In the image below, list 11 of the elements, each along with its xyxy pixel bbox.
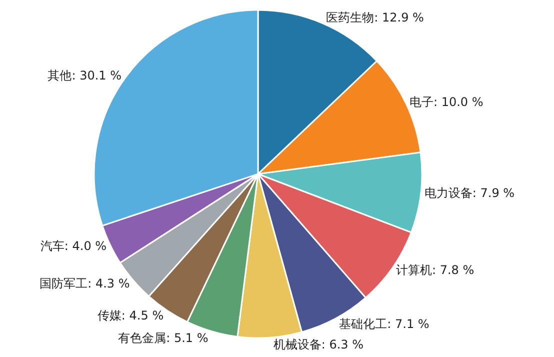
slice-label: 汽车: 4.0 % [40,239,107,254]
slice-label: 医药生物: 12.9 % [326,10,424,24]
slice-label: 传媒: 4.5 % [97,308,164,322]
slice-label: 其他: 30.1 % [48,68,122,83]
slice-label: 电力设备: 7.9 % [424,186,515,200]
slice-label: 有色金属: 5.1 % [118,330,208,345]
slice-label: 基础化工: 7.1 % [339,316,430,331]
slice-label: 计算机: 7.8 % [396,263,474,278]
slice-label: 电子: 10.0 % [409,94,484,109]
slice-label: 机械设备: 6.3 % [273,338,364,352]
slice-label: 国防军工: 4.3 % [40,276,130,290]
